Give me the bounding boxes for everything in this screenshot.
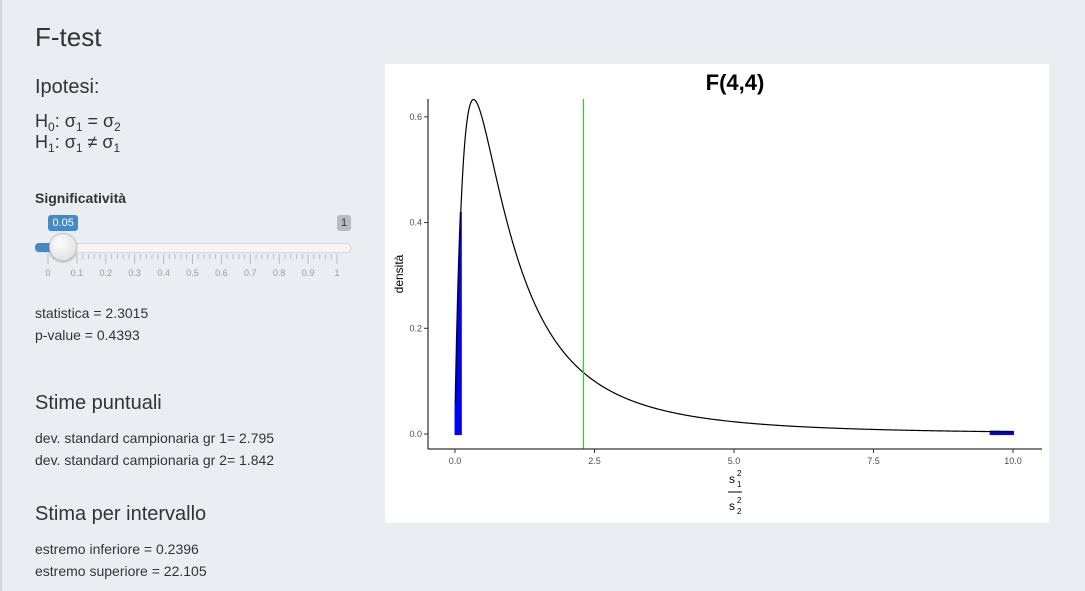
slider-fill (35, 243, 63, 252)
alternative-hypothesis: H1: σ1 ≠ σ1 (35, 132, 121, 155)
slider-handle[interactable] (49, 233, 78, 261)
y-axis-label: densità (392, 254, 406, 293)
slider-tick-label: 0 (45, 268, 51, 278)
statistic-text: statistica = 2.3015 (35, 305, 149, 321)
hypotheses-heading: Ipotesi: (35, 76, 100, 98)
x-tick-label: 2.5 (588, 456, 601, 466)
chart-title: F(4,4) (706, 70, 765, 95)
null-hypothesis: H0: σ1 = σ2 (35, 111, 121, 134)
interval-estimate-heading: Stima per intervallo (35, 503, 207, 525)
density-curve (454, 98, 1014, 433)
x-label-numerator-sub: 1 (737, 480, 742, 489)
slider-tick-label: 0.9 (301, 268, 315, 278)
slider-tick-label: 0.8 (272, 268, 286, 278)
y-tick-label: 0.6 (409, 112, 422, 122)
slider-tick-label: 0.4 (157, 268, 170, 278)
slider-tick-label: 0.6 (215, 268, 228, 278)
slider-tick-label: 0.3 (128, 268, 141, 278)
significance-label: Significatività (35, 190, 127, 206)
x-tick-label: 7.5 (867, 456, 880, 466)
page-title: F-test (35, 22, 102, 52)
x-tick-label: 0.0 (449, 456, 462, 466)
slider-tick-label: 0.7 (244, 268, 257, 278)
y-tick-label: 0.0 (409, 429, 422, 439)
interval-lower: estremo inferiore = 0.2396 (35, 541, 199, 557)
x-label-denominator-sup: 2 (737, 496, 742, 505)
slider-tick-label: 0.2 (99, 268, 113, 278)
x-label-denominator: s (729, 499, 735, 513)
x-label-numerator: s (729, 472, 735, 486)
x-tick-label: 5.0 (728, 456, 741, 466)
p-value-text: p-value = 0.4393 (35, 327, 140, 343)
slider-tick-label: 1 (334, 268, 340, 278)
x-axis-label: s 2 1 s 2 2 (728, 469, 742, 516)
y-tick-label: 0.4 (409, 218, 422, 228)
sidebar-border (0, 0, 2, 591)
x-label-denominator-sub: 2 (737, 507, 742, 516)
x-label-numerator-sup: 2 (737, 469, 742, 478)
interval-upper: estremo superiore = 22.105 (35, 563, 207, 579)
slider-tick-label: 0.5 (186, 268, 199, 278)
f-distribution-plot: F(4,4) 0.0 2.5 5.0 7.5 10.0 0.0 0.2 0.4 0.6 den… (385, 64, 1049, 523)
slider-track[interactable] (35, 243, 351, 253)
sd-group-1: dev. standard campionaria gr 1= 2.795 (35, 430, 275, 446)
sd-group-2: dev. standard campionaria gr 2= 1.842 (35, 452, 275, 468)
slider-max-badge: 1 (337, 215, 352, 231)
point-estimates-heading: Stime puntuali (35, 392, 162, 414)
x-tick-label: 10.0 (1004, 456, 1022, 466)
y-tick-label: 0.2 (409, 323, 422, 333)
slider-value-badge: 0.05 (48, 215, 78, 231)
slider-tick-label: 0.1 (70, 268, 84, 278)
chart-svg: F(4,4) 0.0 2.5 5.0 7.5 10.0 0.0 0.2 0.4 0.6 den… (392, 70, 1042, 516)
